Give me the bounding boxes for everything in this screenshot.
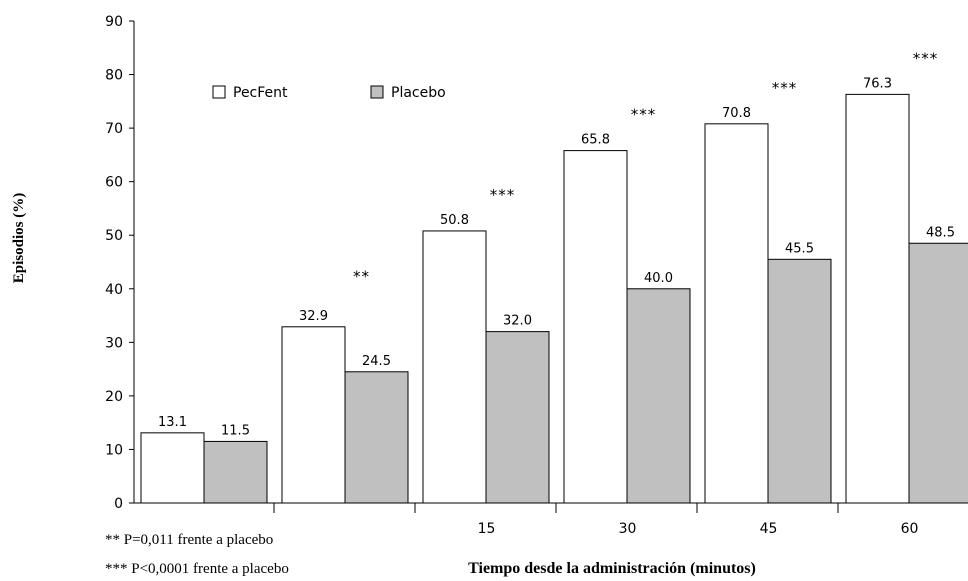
bar-pecfent xyxy=(140,432,205,504)
bar-value-label: 40.0 xyxy=(644,271,673,286)
bar-placebo xyxy=(485,331,550,504)
legend-label-pecfent: PecFent xyxy=(233,85,288,101)
bar-value-label: 11.5 xyxy=(221,423,250,438)
y-tick-label: 30 xyxy=(105,335,123,351)
bar-value-label: 24.5 xyxy=(362,354,391,369)
bar-value-labels: 13.1 11.5 32.9 24.5 50.8 32.0 65.8 40.0 70.8 45.5… xyxy=(158,76,955,438)
y-tick-label: 20 xyxy=(105,389,123,405)
bars xyxy=(140,93,968,504)
significance-marker: *** xyxy=(631,106,657,124)
y-tick-label: 0 xyxy=(114,496,123,512)
y-axis-title: Episodios (%) xyxy=(11,193,27,283)
legend-swatch-pecfent xyxy=(212,85,226,99)
bar-value-label: 48.5 xyxy=(926,225,955,240)
y-axis: 0 10 20 30 40 50 60 70 80 90 xyxy=(105,14,135,512)
y-tick-label: 40 xyxy=(105,282,123,298)
bar-placebo xyxy=(203,440,268,504)
bar-pecfent xyxy=(422,230,487,504)
bar-pecfent xyxy=(281,326,346,504)
legend-label-placebo: Placebo xyxy=(391,85,446,101)
bar-value-label: 50.8 xyxy=(440,213,469,228)
x-tick-label: 45 xyxy=(760,521,778,537)
footnote-p-0001: *** P<0,0001 frente a placebo xyxy=(105,561,289,577)
bar-pecfent xyxy=(845,93,910,504)
y-tick-label: 80 xyxy=(105,68,123,84)
y-tick-label: 90 xyxy=(105,14,123,30)
bar-placebo xyxy=(344,371,409,504)
bar-placebo xyxy=(626,288,691,504)
x-tick-label: 30 xyxy=(619,521,637,537)
y-tick-label: 10 xyxy=(105,442,123,458)
y-tick-label: 60 xyxy=(105,175,123,191)
bar-value-label: 13.1 xyxy=(158,415,187,430)
legend: PecFent Placebo xyxy=(212,85,446,101)
x-axis: 15 30 45 60 xyxy=(134,502,968,537)
significance-marker: ** xyxy=(353,267,370,285)
bar-value-label: 76.3 xyxy=(863,76,892,91)
bar-value-label: 70.8 xyxy=(722,106,751,121)
bar-placebo xyxy=(908,242,968,504)
x-axis-title: Tiempo desde la administración (minutos) xyxy=(468,560,756,577)
significance-marker: *** xyxy=(490,186,516,204)
bar-value-label: 65.8 xyxy=(581,133,610,148)
bar-value-label: 32.0 xyxy=(503,314,532,329)
significance-marker: *** xyxy=(772,79,798,97)
x-tick-label: 15 xyxy=(478,521,496,537)
bar-value-label: 45.5 xyxy=(785,241,814,256)
footnote-p-011: ** P=0,011 frente a placebo xyxy=(105,532,273,548)
significance-marker: *** xyxy=(913,49,939,67)
significance-markers: ************** xyxy=(353,49,939,285)
y-tick-label: 70 xyxy=(105,121,123,137)
x-tick-label: 60 xyxy=(901,521,919,537)
bar-value-label: 32.9 xyxy=(299,309,328,324)
bar-placebo xyxy=(767,258,832,504)
bar-pecfent xyxy=(563,150,628,504)
bar-pecfent xyxy=(704,123,769,504)
legend-swatch-placebo xyxy=(370,85,384,99)
y-tick-label: 50 xyxy=(105,228,123,244)
